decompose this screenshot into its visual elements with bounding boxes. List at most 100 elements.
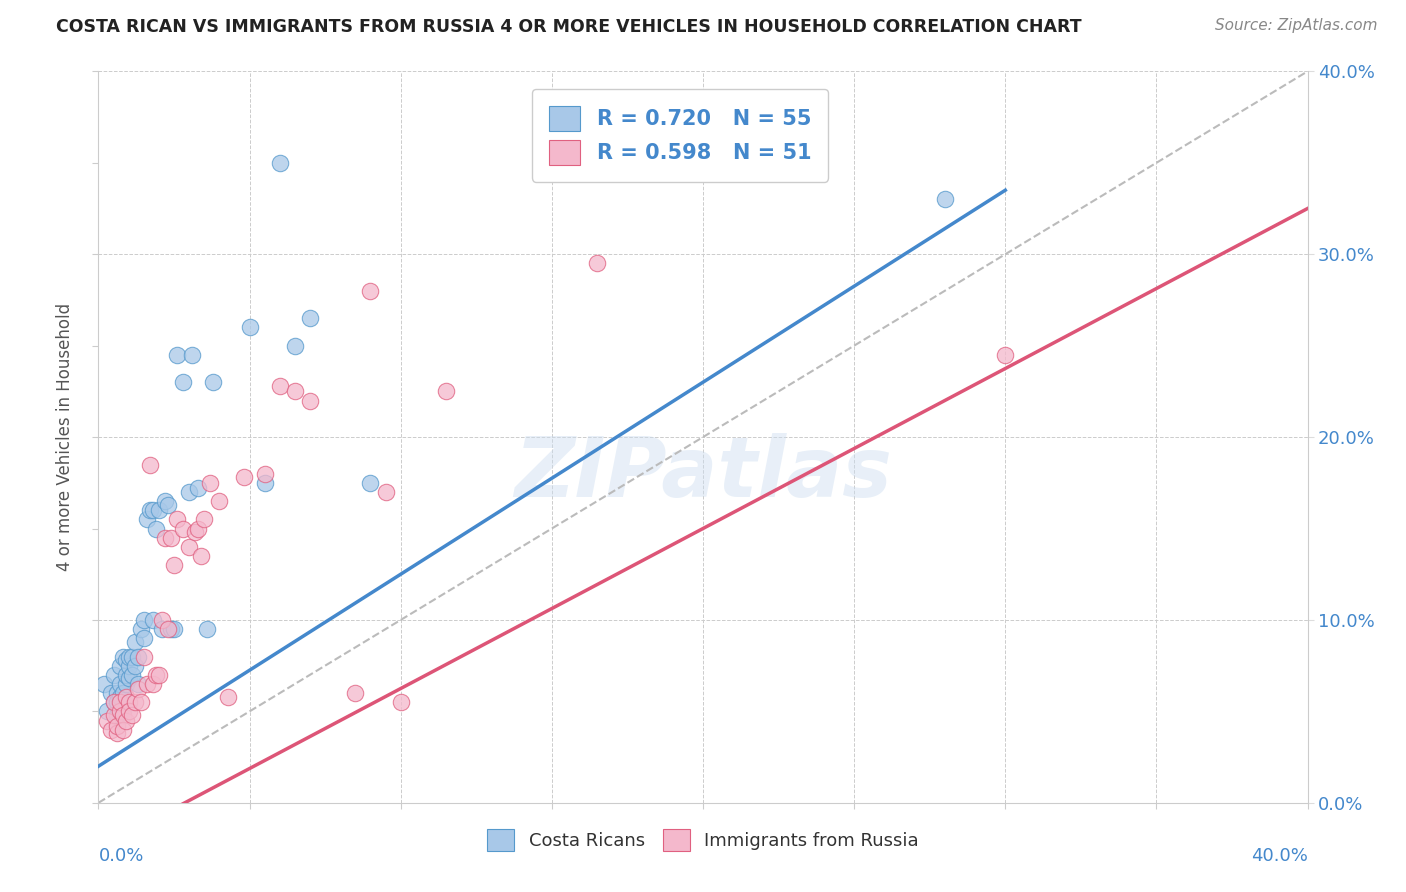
Point (195, 622, 218, 636)
Point (239, 320, 262, 334)
Point (156, 622, 179, 636)
Point (118, 695, 141, 709)
Point (127, 649, 149, 664)
Point (586, 256, 609, 270)
Point (124, 695, 146, 709)
Point (108, 705, 131, 719)
Point (181, 348, 204, 362)
Point (232, 470, 254, 484)
Point (135, 512, 157, 526)
Point (284, 384, 307, 399)
Text: 40.0%: 40.0% (1251, 847, 1308, 864)
Point (96, 705, 118, 719)
Point (172, 375, 194, 389)
Point (389, 695, 412, 709)
Point (187, 521, 209, 535)
Point (103, 695, 125, 709)
Point (360, 475, 382, 490)
Y-axis label: 4 or more Vehicles in Household: 4 or more Vehicles in Household (56, 303, 75, 571)
Point (299, 393, 322, 408)
Point (105, 726, 128, 740)
Point (108, 695, 131, 709)
Point (360, 284, 382, 298)
Point (96, 714, 118, 728)
Point (132, 632, 155, 646)
Point (139, 503, 162, 517)
Point (93, 677, 115, 691)
Point (344, 686, 367, 700)
Point (193, 512, 215, 526)
Point (124, 635, 146, 649)
Point (994, 348, 1017, 362)
Point (160, 531, 183, 545)
Point (105, 708, 128, 723)
Legend: Costa Ricans, Immigrants from Russia: Costa Ricans, Immigrants from Russia (478, 820, 928, 860)
Point (150, 622, 173, 636)
Point (108, 690, 131, 704)
Point (105, 719, 128, 733)
Point (100, 686, 122, 700)
Point (253, 467, 276, 481)
Point (166, 348, 188, 362)
Point (114, 677, 136, 691)
Point (156, 498, 179, 512)
Point (148, 503, 170, 517)
Point (103, 708, 125, 723)
Point (217, 690, 239, 704)
Point (124, 658, 146, 673)
Point (118, 672, 141, 686)
Text: 0.0%: 0.0% (98, 847, 143, 864)
Point (148, 667, 170, 681)
Point (269, 379, 291, 393)
Point (129, 622, 152, 636)
Point (103, 667, 125, 681)
Point (114, 714, 136, 728)
Point (163, 558, 186, 573)
Point (127, 682, 149, 697)
Point (172, 521, 194, 535)
Point (121, 667, 143, 681)
Point (179, 540, 201, 554)
Point (269, 156, 291, 170)
Point (105, 695, 128, 709)
Point (111, 686, 134, 700)
Point (166, 512, 188, 526)
Point (153, 494, 176, 508)
Point (208, 494, 231, 508)
Point (253, 475, 276, 490)
Point (129, 695, 152, 709)
Point (111, 708, 134, 723)
Point (299, 311, 322, 326)
Point (132, 649, 155, 664)
Point (145, 521, 167, 535)
Point (103, 695, 125, 709)
Point (114, 690, 136, 704)
Point (139, 458, 162, 472)
Point (118, 649, 141, 664)
Text: COSTA RICAN VS IMMIGRANTS FROM RUSSIA 4 OR MORE VEHICLES IN HOUSEHOLD CORRELATIO: COSTA RICAN VS IMMIGRANTS FROM RUSSIA 4 … (56, 18, 1081, 36)
Point (111, 723, 134, 737)
Point (114, 653, 136, 667)
Point (190, 549, 212, 563)
Text: ZIPatlas: ZIPatlas (515, 434, 891, 514)
Point (132, 613, 155, 627)
Point (111, 649, 134, 664)
Point (934, 192, 956, 206)
Point (121, 708, 143, 723)
Point (100, 723, 122, 737)
Point (163, 622, 186, 636)
Point (118, 705, 141, 719)
Point (108, 658, 131, 673)
Point (142, 613, 165, 627)
Point (118, 658, 141, 673)
Point (284, 338, 307, 352)
Point (179, 485, 201, 500)
Point (127, 677, 149, 691)
Point (105, 686, 128, 700)
Point (114, 667, 136, 681)
Point (153, 531, 176, 545)
Point (142, 677, 165, 691)
Point (374, 485, 396, 500)
Point (434, 384, 457, 399)
Point (184, 525, 207, 540)
